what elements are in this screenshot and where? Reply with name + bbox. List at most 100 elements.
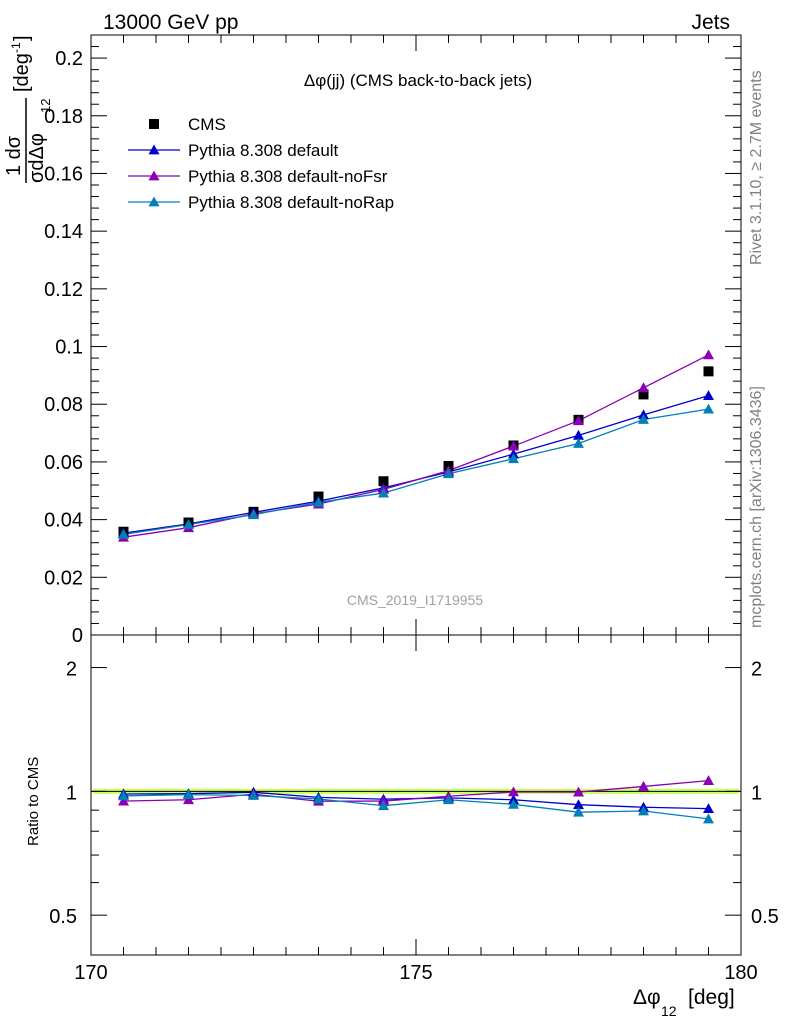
y-tick-label: 0.14 <box>44 221 83 243</box>
ratio-y-axis: 0.5 0.5 1 1 2 2 <box>49 659 779 956</box>
legend: CMS Pythia 8.308 default Pythia 8.308 defa… <box>128 115 394 212</box>
ratio-x-axis: 170 175 180 <box>74 635 758 984</box>
ratio-point-norap <box>313 793 324 804</box>
ratio-point-nofsr <box>183 794 194 805</box>
y-label-numerator: 1 dσ <box>3 135 25 176</box>
ratio-y-tick-label-right: 1 <box>751 782 762 804</box>
data-point-nofsr <box>573 415 584 426</box>
legend-label: Pythia 8.308 default-noRap <box>188 193 394 212</box>
data-point-cms <box>378 476 389 487</box>
x-label-symbol: Δφ <box>633 986 661 1009</box>
data-point-cms <box>703 366 714 377</box>
x-tick-label: 175 <box>399 962 432 984</box>
ratio-point-default <box>573 799 584 810</box>
main-panel: 00.020.040.060.080.10.120.140.160.180.2 … <box>3 34 742 647</box>
x-label-subscript: 12 <box>661 1003 677 1019</box>
legend-label: Pythia 8.308 default <box>188 141 339 160</box>
data-point-norap <box>573 437 584 448</box>
y-tick-label: 0.04 <box>44 510 83 532</box>
y-tick-label: 0.16 <box>44 163 83 185</box>
legend-marker-triangle <box>148 196 160 207</box>
ratio-y-tick-label-right: 0.5 <box>751 906 779 928</box>
y-tick-label: 0.02 <box>44 567 83 589</box>
ratio-panel: 0.5 0.51 12 2 170 175 180 Ratio to CMS Δφ 12 … <box>25 634 779 1019</box>
y-label-unit: [deg <box>11 53 33 92</box>
ratio-point-norap <box>703 813 714 824</box>
data-point-default <box>573 429 584 440</box>
y-tick-label: 0.2 <box>55 48 83 70</box>
data-point-norap <box>508 453 519 464</box>
ratio-line-nofsr <box>123 779 709 802</box>
ratio-point-norap <box>183 789 194 799</box>
ratio-y-tick-label: 0.5 <box>49 906 77 928</box>
plot-title: Δφ(jj) (CMS back-to-back jets) <box>304 71 532 90</box>
y-tick-label: 0 <box>72 625 83 647</box>
x-axis-label: Δφ 12 [deg] <box>633 986 735 1019</box>
legend-entry-norap: Pythia 8.308 default-noRap <box>128 193 394 212</box>
rivet-version-label: Rivet 3.1.10, ≥ 2.7M events <box>748 70 765 265</box>
y-tick-label: 0.12 <box>44 279 83 301</box>
data-point-nofsr <box>703 349 714 360</box>
x-label-unit: [deg] <box>688 986 735 1009</box>
data-point-norap <box>248 509 259 520</box>
analysis-watermark: CMS_2019_I1719955 <box>347 592 483 608</box>
main-series-markers <box>118 349 714 542</box>
data-point-norap <box>183 519 194 529</box>
legend-marker-triangle <box>148 170 160 181</box>
ratio-point-default <box>703 803 714 813</box>
legend-entry-default: Pythia 8.308 default <box>128 141 339 160</box>
ratio-y-tick-label: 2 <box>66 659 77 681</box>
y-label-unit-close: ] <box>11 35 33 41</box>
main-x-ticks <box>90 35 742 635</box>
ratio-y-tick-label-right: 2 <box>751 659 762 681</box>
ratio-series-lines <box>123 779 709 820</box>
ratio-point-norap <box>508 798 519 809</box>
legend-marker-square <box>149 119 159 129</box>
header-left: 13000 GeV pp <box>103 11 238 34</box>
ratio-point-norap <box>638 805 649 816</box>
data-point-norap <box>118 528 129 539</box>
legend-marker-triangle <box>148 144 160 155</box>
main-y-axis: 0 0.02 0.04 0.06 0.08 0.1 0.12 0.14 0.16 0.18 0.2 <box>44 46 741 647</box>
mcplots-reference-label: mcplots.cern.ch [arXiv:1306.3436] <box>748 386 765 628</box>
series-line-norap <box>123 408 709 535</box>
ratio-point-norap <box>118 790 129 801</box>
ratio-point-norap <box>378 800 389 811</box>
ratio-y-tick-label: 1 <box>66 782 77 804</box>
y-label-unit-exponent: -1 <box>9 42 23 53</box>
y-tick-label: 0.1 <box>55 337 83 359</box>
legend-label: CMS <box>188 115 226 134</box>
ratio-line-norap <box>123 793 709 820</box>
ratio-series-markers <box>118 775 714 824</box>
series-line-nofsr <box>123 354 709 538</box>
data-point-nofsr <box>508 440 519 451</box>
y-tick-label: 0.18 <box>44 106 83 128</box>
data-point-norap <box>313 496 324 507</box>
data-point-default <box>703 390 714 400</box>
data-point-norap <box>378 487 389 498</box>
ratio-y-axis-label: Ratio to CMS <box>25 757 42 846</box>
main-series-lines <box>123 354 709 538</box>
legend-label: Pythia 8.308 default-noFsr <box>188 167 388 186</box>
data-point-nofsr <box>638 382 649 393</box>
ratio-point-nofsr <box>638 780 649 791</box>
ratio-point-norap <box>248 790 259 800</box>
y-tick-label: 0.06 <box>44 452 83 474</box>
series-line-default <box>123 394 709 534</box>
ratio-point-norap <box>443 794 454 805</box>
ratio-point-nofsr <box>573 786 584 797</box>
ratio-point-nofsr <box>703 775 714 786</box>
y-label-denominator: σdΔφ <box>26 133 48 183</box>
header-right: Jets <box>691 11 730 34</box>
ratio-point-norap <box>573 806 584 817</box>
data-point-cms <box>638 389 649 400</box>
y-label-subscript: 12 <box>38 99 53 113</box>
data-point-norap <box>443 468 454 479</box>
data-point-norap <box>703 403 714 414</box>
ratio-point-nofsr <box>508 786 519 797</box>
legend-entry-nofsr: Pythia 8.308 default-noFsr <box>128 167 388 186</box>
y-tick-label: 0.08 <box>44 394 83 416</box>
main-y-axis-label: 1 dσ σdΔφ 12 [deg -1 ] <box>3 35 53 183</box>
data-point-norap <box>638 414 649 424</box>
